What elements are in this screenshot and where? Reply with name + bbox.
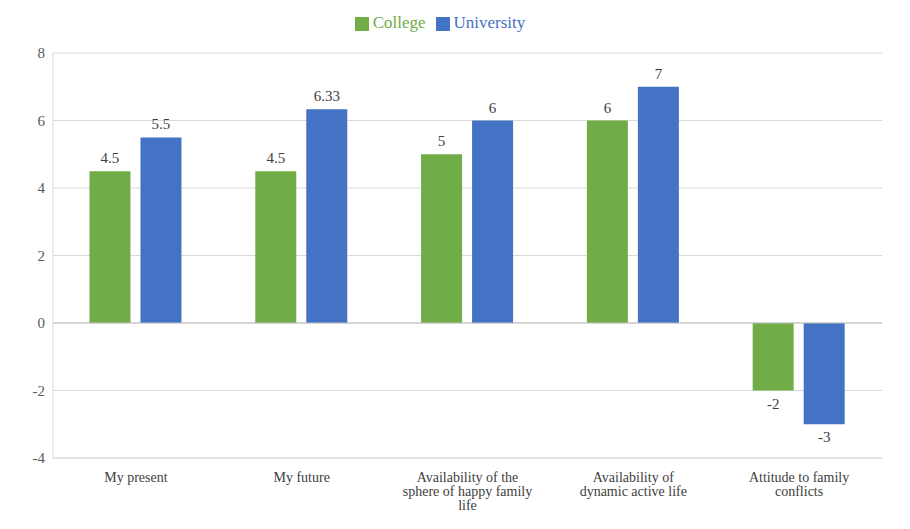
svg-text:0: 0 [38, 315, 46, 331]
svg-text:5.5: 5.5 [152, 116, 171, 132]
svg-text:-2: -2 [33, 383, 46, 399]
svg-text:5: 5 [438, 133, 446, 149]
svg-text:6.33: 6.33 [314, 88, 340, 104]
svg-text:4.5: 4.5 [101, 150, 120, 166]
svg-text:My future: My future [274, 470, 330, 485]
svg-text:-3: -3 [818, 429, 831, 445]
svg-text:8: 8 [38, 45, 46, 61]
svg-text:2: 2 [38, 248, 46, 264]
svg-text:6: 6 [489, 100, 497, 116]
svg-text:7: 7 [655, 66, 663, 82]
svg-text:Availability of thesphere of h: Availability of thesphere of happy famil… [403, 470, 532, 513]
svg-text:6: 6 [38, 113, 46, 129]
html-text:University: University [453, 13, 526, 32]
svg-text:Availability ofdynamic active: Availability ofdynamic active life [580, 470, 687, 499]
html-text:College: College [372, 13, 426, 32]
svg-text:4.5: 4.5 [266, 150, 285, 166]
svg-text:My present: My present [104, 470, 167, 485]
svg-text:-2: -2 [767, 396, 780, 412]
svg-text:-4: -4 [33, 450, 46, 466]
svg-text:Attitude to familyconflicts: Attitude to familyconflicts [749, 470, 849, 499]
svg-text:6: 6 [604, 100, 612, 116]
svg-text:4: 4 [38, 180, 46, 196]
